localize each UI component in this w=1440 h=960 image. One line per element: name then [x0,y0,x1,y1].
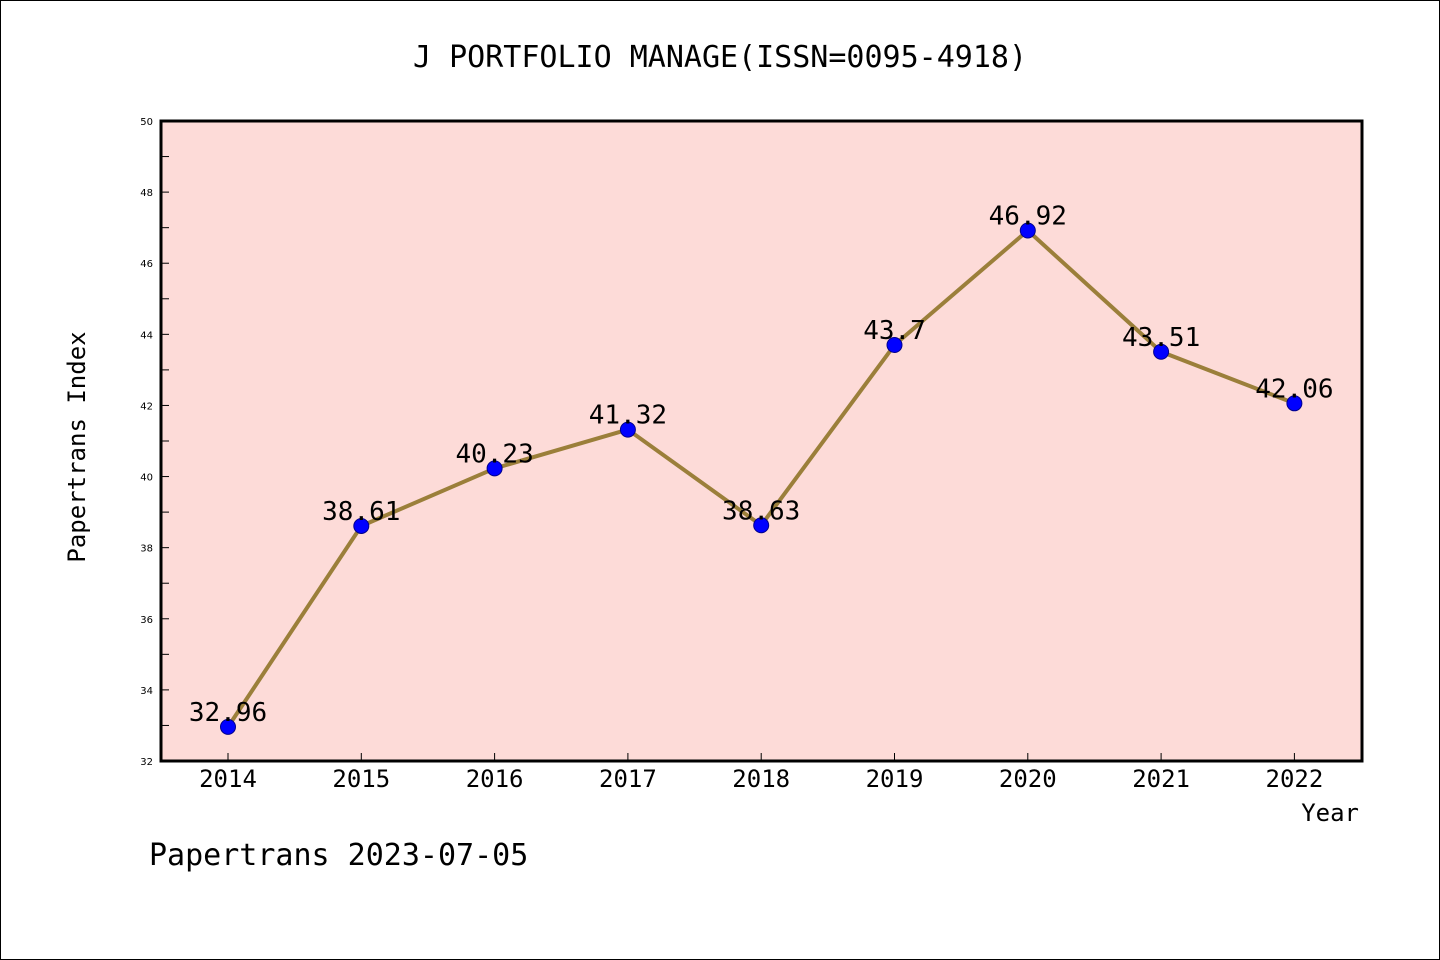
data-point-marker [220,718,236,735]
y-tick-label: 32 [140,757,153,768]
data-point-marker [1019,222,1036,239]
data-markers [220,222,1303,735]
data-labels: 32.96 38.61 40.23 41.32 38.63 43.7 46.92 43.51 4… [189,202,1334,728]
x-tick-label: 2018 [732,765,790,793]
x-axis-ticks: 2014 2015 2016 2017 2018 2019 2020 2021 2022 [199,753,1323,793]
y-tick-label: 42 [140,401,153,412]
data-value-label: 43.51 [1122,323,1200,353]
data-value-label: 41.32 [589,401,667,431]
data-point-marker [886,337,903,353]
y-axis-ticks: 32 34 36 38 40 42 44 46 48 50 [140,117,169,768]
x-tick-label: 2014 [199,765,257,793]
x-axis-label: Year [1301,799,1359,827]
data-value-label: 43.7 [863,316,926,346]
data-value-label: 40.23 [455,439,533,469]
y-tick-label: 38 [140,544,153,555]
data-value-label: 38.61 [322,497,400,527]
data-value-label: 32.96 [189,698,267,728]
x-tick-label: 2016 [466,765,524,793]
x-tick-label: 2019 [866,765,924,793]
y-tick-label: 40 [140,473,153,484]
y-tick-label: 46 [140,259,153,270]
data-point-marker [753,517,770,534]
plot-area [161,121,1362,761]
data-point-marker [1286,395,1303,412]
x-tick-label: 2022 [1266,765,1324,793]
data-point-marker [353,517,370,534]
y-tick-label: 34 [140,686,153,697]
y-axis-label: Papertrans Index [63,331,91,562]
x-tick-label: 2020 [999,765,1057,793]
data-value-label: 46.92 [989,202,1067,232]
y-tick-label: 36 [140,615,153,626]
data-value-label: 42.06 [1255,374,1333,404]
y-tick-label: 48 [140,188,153,199]
data-point-marker [1153,343,1170,360]
y-tick-label: 44 [140,330,153,341]
chart-title: J PORTFOLIO MANAGE(ISSN=0095-4918) [413,40,1027,75]
footer-caption: Papertrans 2023-07-05 [149,838,528,873]
data-point-marker [486,460,503,477]
y-tick-label: 50 [140,117,153,128]
data-point-marker [619,421,636,438]
x-tick-label: 2017 [599,765,657,793]
x-tick-label: 2015 [332,765,390,793]
data-value-label: 38.63 [722,496,800,526]
x-tick-label: 2021 [1132,765,1190,793]
plot-frame [159,119,1364,763]
